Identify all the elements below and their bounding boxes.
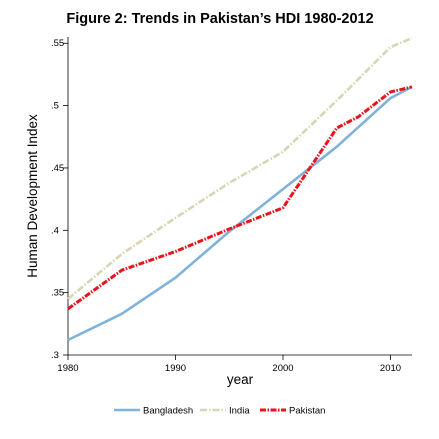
legend-label-india: India <box>229 406 250 417</box>
y-tick-label: .3 <box>51 350 59 361</box>
x-axis-label: year <box>227 372 254 387</box>
ticks-layer: 1980 1990 2000 2010 .3 .35 .4 .45 .5 .55 <box>51 38 401 374</box>
x-tick-label: 2010 <box>380 363 401 374</box>
y-tick-label: .35 <box>51 288 64 299</box>
legend-label-pakistan: Pakistan <box>289 406 325 417</box>
y-tick-label: .4 <box>51 225 59 236</box>
series-line-india <box>67 36 413 300</box>
x-tick-label: 1990 <box>165 363 186 374</box>
x-tick-label: 1980 <box>57 363 78 374</box>
y-tick-label: .45 <box>51 163 64 174</box>
y-tick-label: .5 <box>51 101 59 112</box>
legend-label-bangladesh: Bangladesh <box>143 406 193 417</box>
chart-title: Figure 2: Trends in Pakistan’s HDI 1980-… <box>66 11 373 27</box>
y-axis-label: Human Development Index <box>25 114 40 278</box>
series-line-pakistan <box>67 85 413 311</box>
axes <box>67 37 412 356</box>
series-layer <box>67 36 413 342</box>
x-tick-label: 2000 <box>272 363 293 374</box>
legend: Bangladesh India Pakistan <box>114 406 325 417</box>
series-line-bangladesh <box>67 85 413 342</box>
y-tick-label: .55 <box>51 38 64 49</box>
